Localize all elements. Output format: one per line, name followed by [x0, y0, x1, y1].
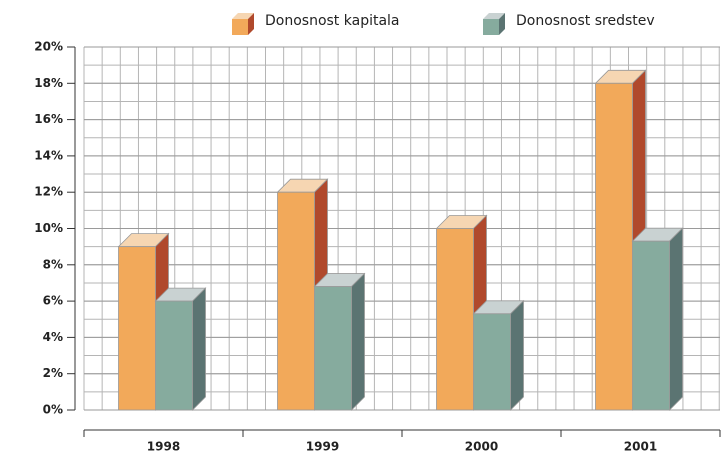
bar: [436, 228, 474, 411]
bar: [314, 286, 352, 411]
legend-swatch-side: [499, 13, 505, 35]
y-tick-label: 2%: [43, 366, 63, 380]
y-tick-label: 6%: [43, 294, 63, 308]
y-tick-label: 8%: [43, 257, 63, 271]
y-tick-label: 18%: [34, 76, 63, 90]
x-tick-label: 2001: [624, 440, 657, 454]
bar: [155, 300, 193, 411]
y-tick-label: 14%: [34, 148, 63, 162]
legend-swatch: [232, 19, 248, 35]
y-tick-label: 10%: [34, 221, 63, 235]
bar: [632, 240, 670, 411]
legend-swatch: [483, 19, 499, 35]
bar-side: [510, 299, 524, 411]
legend-swatch-top: [483, 13, 505, 19]
bar: [277, 191, 315, 411]
x-tick-label: 1999: [306, 440, 339, 454]
legend-swatch-side: [248, 13, 254, 35]
legend-swatch-top: [232, 13, 254, 19]
bar: [118, 246, 156, 411]
bar: [595, 82, 633, 411]
x-tick-label: 2000: [465, 440, 498, 454]
bar-side: [669, 227, 683, 411]
bar-side: [192, 287, 206, 411]
y-tick-label: 12%: [34, 185, 63, 199]
bar-side: [351, 272, 365, 411]
y-tick-label: 20%: [34, 40, 63, 54]
y-tick-label: 4%: [43, 330, 63, 344]
legend-label: Donosnost kapitala: [265, 13, 400, 29]
legend-label: Donosnost sredstev: [516, 13, 655, 29]
bar: [473, 313, 511, 411]
y-tick-label: 0%: [43, 403, 63, 417]
x-tick-label: 1998: [147, 440, 180, 454]
y-tick-label: 16%: [34, 112, 63, 126]
